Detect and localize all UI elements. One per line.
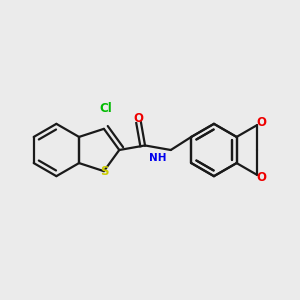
Text: O: O — [257, 116, 267, 129]
Text: NH: NH — [149, 153, 167, 163]
Text: S: S — [100, 165, 108, 178]
Text: Cl: Cl — [99, 101, 112, 115]
Text: O: O — [134, 112, 144, 125]
Text: O: O — [257, 171, 267, 184]
